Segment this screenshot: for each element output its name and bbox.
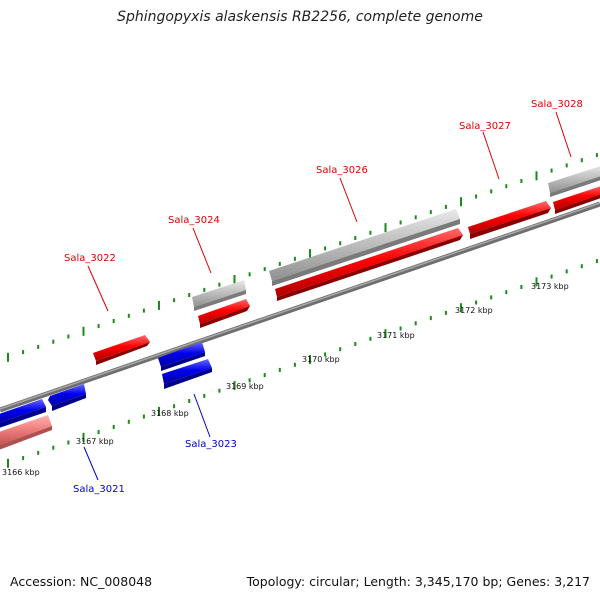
gene-sala-3021-block-1[interactable] <box>0 399 46 429</box>
gene-sala-3024-pseudo[interactable] <box>192 280 246 311</box>
kbp-label-3167: 3167 kbp <box>76 437 114 446</box>
gene-label-sala-3028: Sala_3028 <box>531 99 583 110</box>
gene-label-sala-3023: Sala_3023 <box>185 439 237 450</box>
gene-label-sala-3022: Sala_3022 <box>64 253 116 264</box>
kbp-label-3173: 3173 kbp <box>531 282 569 291</box>
gene-sala-3023-block-2[interactable] <box>162 359 212 389</box>
kbp-label-3168: 3168 kbp <box>151 409 189 418</box>
gene-sala-3021-block-2[interactable] <box>48 384 86 411</box>
gene-sala-3021-pseudo[interactable] <box>0 415 52 451</box>
kbp-label-3171: 3171 kbp <box>377 331 415 340</box>
label-leaders-forward <box>87 111 572 312</box>
gene-sala-3024[interactable] <box>198 299 250 328</box>
map-title: Sphingopyxis alaskensis RB2256, complete… <box>117 9 483 25</box>
kbp-labels: 3166 kbp 3167 kbp 3168 kbp 3169 kbp 3170… <box>2 282 569 477</box>
gene-sala-3026-pseudo[interactable] <box>269 209 460 286</box>
gene-sala-3028[interactable] <box>553 185 600 214</box>
gene-label-sala-3021: Sala_3021 <box>73 484 125 495</box>
gene-sala-3027[interactable] <box>468 201 551 239</box>
kbp-label-3169: 3169 kbp <box>226 382 264 391</box>
gene-label-sala-3026: Sala_3026 <box>316 165 368 176</box>
tick-marks <box>7 153 598 468</box>
chromosome-backbone <box>0 201 600 413</box>
gene-label-sala-3024: Sala_3024 <box>168 215 220 226</box>
label-leaders-reverse <box>83 393 211 481</box>
gene-label-sala-3027: Sala_3027 <box>459 121 511 132</box>
kbp-label-3166: 3166 kbp <box>2 468 40 477</box>
gene-labels: Sala_3021 Sala_3022 Sala_3023 Sala_3024 … <box>64 99 583 495</box>
gene-sala-3023-block-1[interactable] <box>158 342 205 371</box>
gene-sala-3028-pseudo[interactable] <box>548 165 600 197</box>
topology-text: Topology: circular; Length: 3,345,170 bp… <box>246 574 590 589</box>
accession-text: Accession: NC_008048 <box>10 574 153 589</box>
kbp-label-3172: 3172 kbp <box>455 306 493 315</box>
kbp-label-3170: 3170 kbp <box>302 355 340 364</box>
gene-sala-3022[interactable] <box>93 335 150 365</box>
gene-sala-3026[interactable] <box>275 228 463 301</box>
